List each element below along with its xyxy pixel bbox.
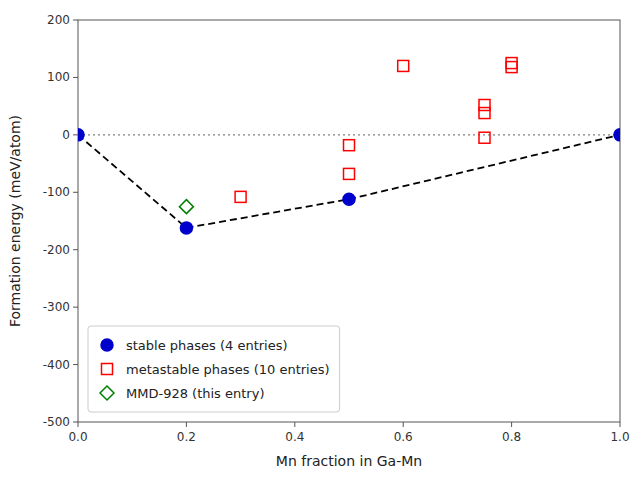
- x-tick-label: 1.0: [610, 430, 629, 444]
- point: [398, 60, 409, 71]
- x-tick: [186, 422, 187, 427]
- legend: stable phases (4 entries) metastable phas…: [88, 326, 340, 412]
- point: [506, 62, 517, 73]
- y-tick: [73, 20, 78, 21]
- y-tick: [73, 134, 78, 135]
- point: [479, 108, 490, 119]
- legend-label: MMD-928 (this entry): [126, 386, 264, 401]
- point: [235, 191, 246, 202]
- reference-line: [78, 134, 620, 135]
- plot-marks: [78, 58, 620, 234]
- y-tick: [73, 77, 78, 78]
- y-axis-label: Formation energy (meV/atom): [7, 115, 23, 327]
- point: [479, 99, 490, 110]
- y-tick-label: 100: [47, 70, 70, 84]
- point: [614, 129, 620, 141]
- x-tick: [403, 422, 404, 427]
- legend-symbol: [101, 339, 113, 351]
- point: [344, 168, 355, 179]
- y-tick: [73, 192, 78, 193]
- point: [506, 58, 517, 69]
- legend-label: stable phases (4 entries): [126, 338, 288, 353]
- y-tick-label: -300: [43, 300, 70, 314]
- legend-box: [88, 326, 340, 412]
- x-tick-label: 0.0: [68, 430, 87, 444]
- point: [179, 200, 193, 214]
- legend-symbol: [100, 386, 114, 400]
- x-tick-label: 0.2: [177, 430, 196, 444]
- point: [78, 129, 84, 141]
- y-tick-label: 200: [47, 13, 70, 27]
- x-tick-label: 0.4: [285, 430, 304, 444]
- point: [479, 132, 490, 143]
- y-tick-label: -100: [43, 185, 70, 199]
- point: [343, 193, 355, 205]
- chart: 0.0 0.2 0.4 0.6 0.8 1.0 -500 -400 -300 -200 -100 0 1…: [0, 0, 640, 480]
- point: [180, 222, 192, 234]
- y-tick-label: -400: [43, 358, 70, 372]
- x-tick: [620, 422, 621, 427]
- x-tick-label: 0.8: [502, 430, 521, 444]
- y-tick: [73, 422, 78, 423]
- y-tick: [73, 249, 78, 250]
- plot-frame: [78, 20, 620, 422]
- y-tick-label: -200: [43, 243, 70, 257]
- y-tick: [73, 307, 78, 308]
- x-tick: [78, 422, 79, 427]
- point: [344, 140, 355, 151]
- x-axis-label: Mn fraction in Ga-Mn: [276, 453, 422, 469]
- x-tick: [511, 422, 512, 427]
- y-tick-label: -500: [43, 415, 70, 429]
- x-tick: [294, 422, 295, 427]
- y-tick-label: 0: [62, 128, 70, 142]
- hull-line: [78, 135, 620, 228]
- legend-symbol: [102, 364, 113, 375]
- legend-label: metastable phases (10 entries): [126, 362, 330, 377]
- x-tick-label: 0.6: [394, 430, 413, 444]
- y-tick: [73, 364, 78, 365]
